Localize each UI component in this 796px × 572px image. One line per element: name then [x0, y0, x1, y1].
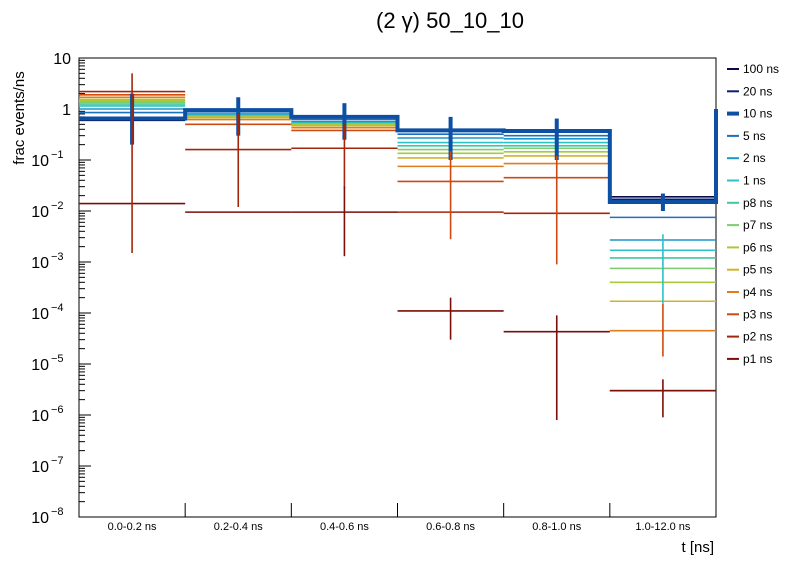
y-tick-label: 10: [31, 204, 49, 221]
chart-title: (2 γ) 50_10_10: [376, 8, 524, 33]
x-tick-label: 0.6-0.8 ns: [426, 521, 475, 533]
series-p3-ns: [79, 93, 716, 392]
y-tick-label: 1: [62, 102, 71, 119]
plot-area: 10−810−710−610−510−410−310−210 −11100.0-0…: [31, 51, 718, 533]
y-tick-label: 10: [31, 306, 49, 323]
series-p1-ns: [79, 202, 716, 392]
legend-label: p3 ns: [743, 307, 772, 321]
x-tick-label: 1.0-12.0 ns: [635, 521, 691, 533]
legend-label: 5 ns: [743, 129, 766, 143]
series-step-path: [79, 108, 718, 205]
y-tick-label: 10: [31, 153, 49, 170]
y-tick-exponent: −3: [51, 251, 64, 263]
y-tick-exponent: −8: [51, 506, 64, 518]
x-tick-label: 0.0-0.2 ns: [108, 521, 157, 533]
legend-label: 1 ns: [743, 174, 766, 188]
legend-entry: p8 ns: [727, 196, 772, 210]
y-tick-exponent: −1: [51, 149, 64, 161]
legend-label: p5 ns: [743, 263, 772, 277]
legend-entry: p7 ns: [727, 218, 772, 232]
legend-label: 20 ns: [743, 84, 772, 98]
y-tick-exponent: −6: [51, 404, 64, 416]
y-tick-label: 10: [31, 459, 49, 476]
chart-title-text: (2 γ) 50_10_10: [376, 8, 524, 33]
legend-entry: p2 ns: [727, 330, 772, 344]
legend-label: p4 ns: [743, 285, 772, 299]
legend-entry: 100 ns: [727, 62, 779, 76]
legend-label: p1 ns: [743, 352, 772, 366]
legend-entry: p6 ns: [727, 240, 772, 254]
legend-label: p2 ns: [743, 330, 772, 344]
y-tick-exponent: −5: [51, 353, 64, 365]
legend: 100 ns 20 ns 10 ns 5 ns 2 ns 1 ns p8 ns p7 ns p6…: [727, 62, 779, 366]
y-tick-exponent: −4: [51, 302, 64, 314]
legend-entry: 20 ns: [727, 84, 772, 98]
y-axis-label: frac events/ns: [11, 71, 28, 164]
y-tick-exponent: −2: [51, 200, 64, 212]
legend-label: p7 ns: [743, 218, 772, 232]
y-tick-label: 10: [31, 510, 49, 527]
legend-label: p8 ns: [743, 196, 772, 210]
legend-entry: p1 ns: [727, 352, 772, 366]
legend-label: p6 ns: [743, 240, 772, 254]
legend-entry: 2 ns: [727, 151, 766, 165]
y-tick-exponent: −7: [51, 455, 64, 467]
legend-entry: p3 ns: [727, 307, 772, 321]
legend-entry: 5 ns: [727, 129, 766, 143]
legend-entry: 1 ns: [727, 174, 766, 188]
legend-entry: p5 ns: [727, 263, 772, 277]
y-tick-label: 10: [31, 408, 49, 425]
legend-entry: p4 ns: [727, 285, 772, 299]
y-tick-label: 10: [31, 255, 49, 272]
x-tick-label: 0.4-0.6 ns: [320, 521, 369, 533]
y-tick-label: 10: [31, 357, 49, 374]
y-tick-label: 10: [53, 51, 71, 68]
x-tick-label: 0.8-1.0 ns: [532, 521, 581, 533]
legend-label: 10 ns: [743, 107, 772, 121]
series-10-ns: [79, 93, 718, 211]
legend-label: 100 ns: [743, 62, 779, 76]
x-tick-label: 0.2-0.4 ns: [214, 521, 263, 533]
legend-label: 2 ns: [743, 151, 766, 165]
legend-entry: 10 ns: [727, 107, 772, 121]
x-axis-label: t [ns]: [681, 539, 714, 556]
